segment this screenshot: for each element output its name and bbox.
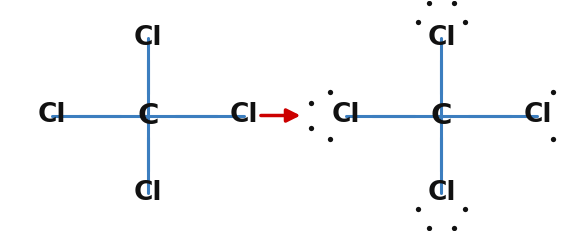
Text: C: C — [137, 101, 159, 130]
Text: Cl: Cl — [134, 179, 162, 206]
Text: Cl: Cl — [331, 103, 360, 128]
Text: Cl: Cl — [134, 25, 162, 52]
Text: Cl: Cl — [427, 179, 456, 206]
Text: Cl: Cl — [523, 103, 552, 128]
Text: Cl: Cl — [38, 103, 66, 128]
Text: Cl: Cl — [230, 103, 258, 128]
Text: Cl: Cl — [427, 25, 456, 52]
Text: C: C — [431, 101, 452, 130]
